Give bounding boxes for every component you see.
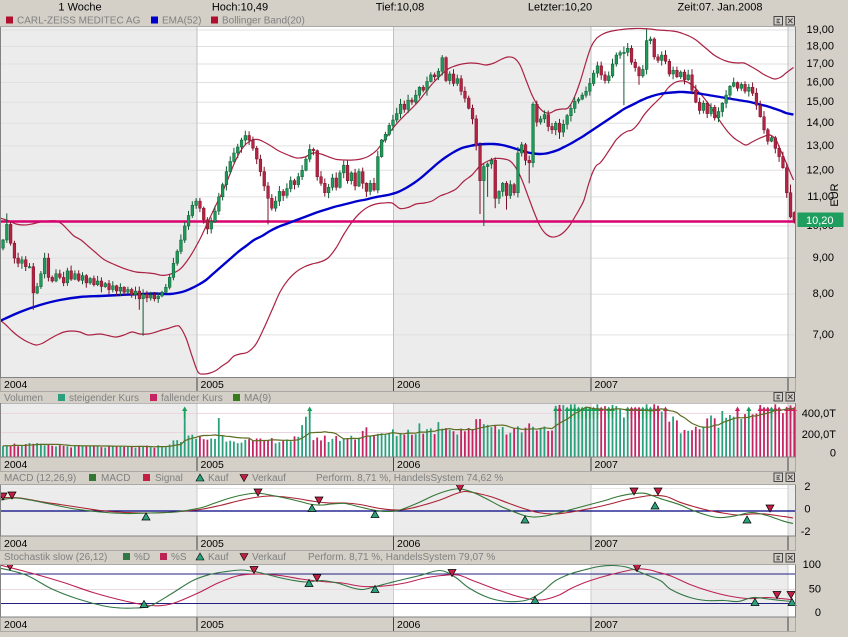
svg-text:100: 100	[803, 559, 821, 571]
svg-text:MACD: MACD	[101, 473, 130, 484]
svg-text:1 Woche: 1 Woche	[58, 2, 101, 14]
svg-text:2: 2	[804, 481, 810, 493]
svg-text:2007: 2007	[595, 619, 619, 631]
svg-text:Tief:10,08: Tief:10,08	[376, 2, 425, 14]
svg-text:14,00: 14,00	[806, 117, 834, 129]
svg-text:%D: %D	[134, 552, 150, 563]
svg-text:2004: 2004	[4, 619, 28, 631]
svg-text:0: 0	[830, 448, 836, 460]
svg-text:Letzter:10,20: Letzter:10,20	[528, 2, 592, 14]
svg-text:2007: 2007	[595, 459, 619, 471]
svg-text:Signal: Signal	[155, 473, 183, 484]
svg-text:400,0T: 400,0T	[802, 408, 837, 420]
svg-text:MA(9): MA(9)	[244, 393, 271, 404]
svg-text:2006: 2006	[397, 619, 421, 631]
svg-text:13,00: 13,00	[806, 140, 834, 152]
svg-text:2005: 2005	[201, 379, 225, 391]
svg-text:2005: 2005	[201, 538, 225, 550]
svg-text:2005: 2005	[201, 619, 225, 631]
svg-text:9,00: 9,00	[813, 252, 834, 264]
svg-text:Bollinger Band(20): Bollinger Band(20)	[222, 16, 305, 27]
svg-text:11,00: 11,00	[807, 191, 834, 203]
svg-text:2004: 2004	[4, 538, 28, 550]
svg-text:EMA(52): EMA(52)	[162, 16, 201, 27]
svg-text:8,00: 8,00	[813, 288, 834, 300]
svg-text:Kauf: Kauf	[208, 552, 229, 563]
svg-text:2006: 2006	[397, 459, 421, 471]
svg-text:15,00: 15,00	[806, 96, 834, 108]
svg-text:200,0T: 200,0T	[802, 429, 837, 441]
svg-text:18,00: 18,00	[806, 41, 834, 53]
svg-text:2006: 2006	[397, 538, 421, 550]
svg-text:2004: 2004	[4, 459, 28, 471]
svg-text:-2: -2	[801, 526, 811, 538]
svg-text:Verkauf: Verkauf	[252, 473, 286, 484]
svg-text:0: 0	[815, 607, 821, 619]
svg-text:Perform. 8,71 %, HandelsSystem: Perform. 8,71 %, HandelsSystem 79,07 %	[308, 552, 495, 563]
svg-text:%S: %S	[171, 552, 187, 563]
svg-text:Kauf: Kauf	[208, 473, 229, 484]
svg-text:Volumen: Volumen	[4, 393, 43, 404]
svg-text:17,00: 17,00	[806, 58, 834, 70]
svg-text:MACD (12,26,9): MACD (12,26,9)	[4, 473, 76, 484]
svg-text:Zeit:07. Jan.2008: Zeit:07. Jan.2008	[677, 2, 762, 14]
svg-text:Perform. 8,71 %, HandelsSystem: Perform. 8,71 %, HandelsSystem 74,62 %	[316, 473, 503, 484]
svg-text:2007: 2007	[595, 538, 619, 550]
svg-text:2007: 2007	[595, 379, 619, 391]
svg-text:Stochastik slow (26,12): Stochastik slow (26,12)	[4, 552, 107, 563]
svg-text:2005: 2005	[201, 459, 225, 471]
svg-text:CARL-ZEISS MEDITEC AG: CARL-ZEISS MEDITEC AG	[17, 16, 141, 27]
svg-text:fallender Kurs: fallender Kurs	[161, 393, 223, 404]
svg-text:50: 50	[809, 584, 821, 596]
svg-text:0: 0	[804, 504, 810, 516]
svg-text:2004: 2004	[4, 379, 28, 391]
svg-text:EUR: EUR	[829, 183, 841, 206]
svg-text:12,00: 12,00	[806, 164, 834, 176]
svg-text:19,00: 19,00	[806, 24, 834, 36]
svg-text:Hoch:10,49: Hoch:10,49	[212, 2, 268, 14]
svg-text:2006: 2006	[397, 379, 421, 391]
svg-text:7,00: 7,00	[813, 329, 834, 341]
svg-text:Verkauf: Verkauf	[252, 552, 286, 563]
svg-text:10,20: 10,20	[806, 215, 834, 227]
svg-text:steigender Kurs: steigender Kurs	[69, 393, 139, 404]
svg-text:16,00: 16,00	[806, 77, 834, 89]
